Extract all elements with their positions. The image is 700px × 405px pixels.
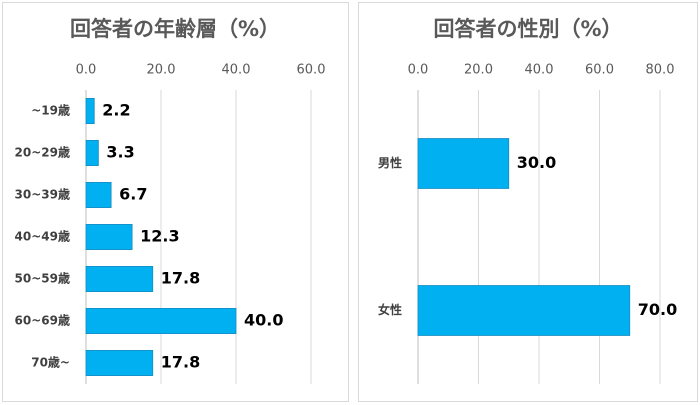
chart-title: 回答者の年齢層（%） (70, 17, 280, 41)
bar (85, 181, 112, 208)
bar (85, 223, 133, 250)
x-tick-label: 80.0 (646, 63, 675, 78)
value-label: 2.2 (102, 101, 130, 120)
x-tick-label: 0.0 (408, 63, 429, 78)
value-label: 17.8 (161, 269, 200, 288)
y-tick-label: 40~49歳 (15, 229, 70, 244)
y-tick-label: 女性 (378, 302, 402, 317)
y-tick-label: 男性 (378, 155, 402, 170)
bar (85, 307, 237, 334)
bar (85, 349, 154, 376)
chart-title: 回答者の性別（%） (433, 17, 622, 41)
y-tick-label: ~19歳 (31, 103, 70, 118)
y-tick-label: 60~69歳 (15, 313, 70, 328)
x-tick-label: 20.0 (147, 63, 176, 78)
value-label: 70.0 (638, 300, 677, 319)
bar (85, 98, 95, 125)
y-tick-label: 50~59歳 (15, 271, 70, 286)
value-label: 12.3 (140, 227, 179, 246)
x-tick-label: 60.0 (585, 63, 614, 78)
x-tick-label: 40.0 (222, 63, 251, 78)
x-tick-label: 40.0 (525, 63, 554, 78)
bar (417, 138, 510, 189)
y-tick-label: 70歳~ (31, 355, 70, 370)
x-tick-label: 20.0 (464, 63, 493, 78)
x-tick-label: 60.0 (297, 63, 326, 78)
bar (417, 285, 631, 336)
bar (85, 265, 154, 292)
value-label: 17.8 (161, 353, 200, 372)
value-label: 40.0 (244, 311, 283, 330)
y-tick-label: 30~39歳 (15, 187, 70, 202)
value-label: 30.0 (517, 153, 556, 172)
y-tick-label: 20~29歳 (15, 145, 70, 160)
bar (85, 139, 99, 166)
panel (2, 2, 349, 402)
value-label: 3.3 (106, 143, 134, 162)
value-label: 6.7 (119, 185, 147, 204)
x-tick-label: 0.0 (76, 63, 97, 78)
